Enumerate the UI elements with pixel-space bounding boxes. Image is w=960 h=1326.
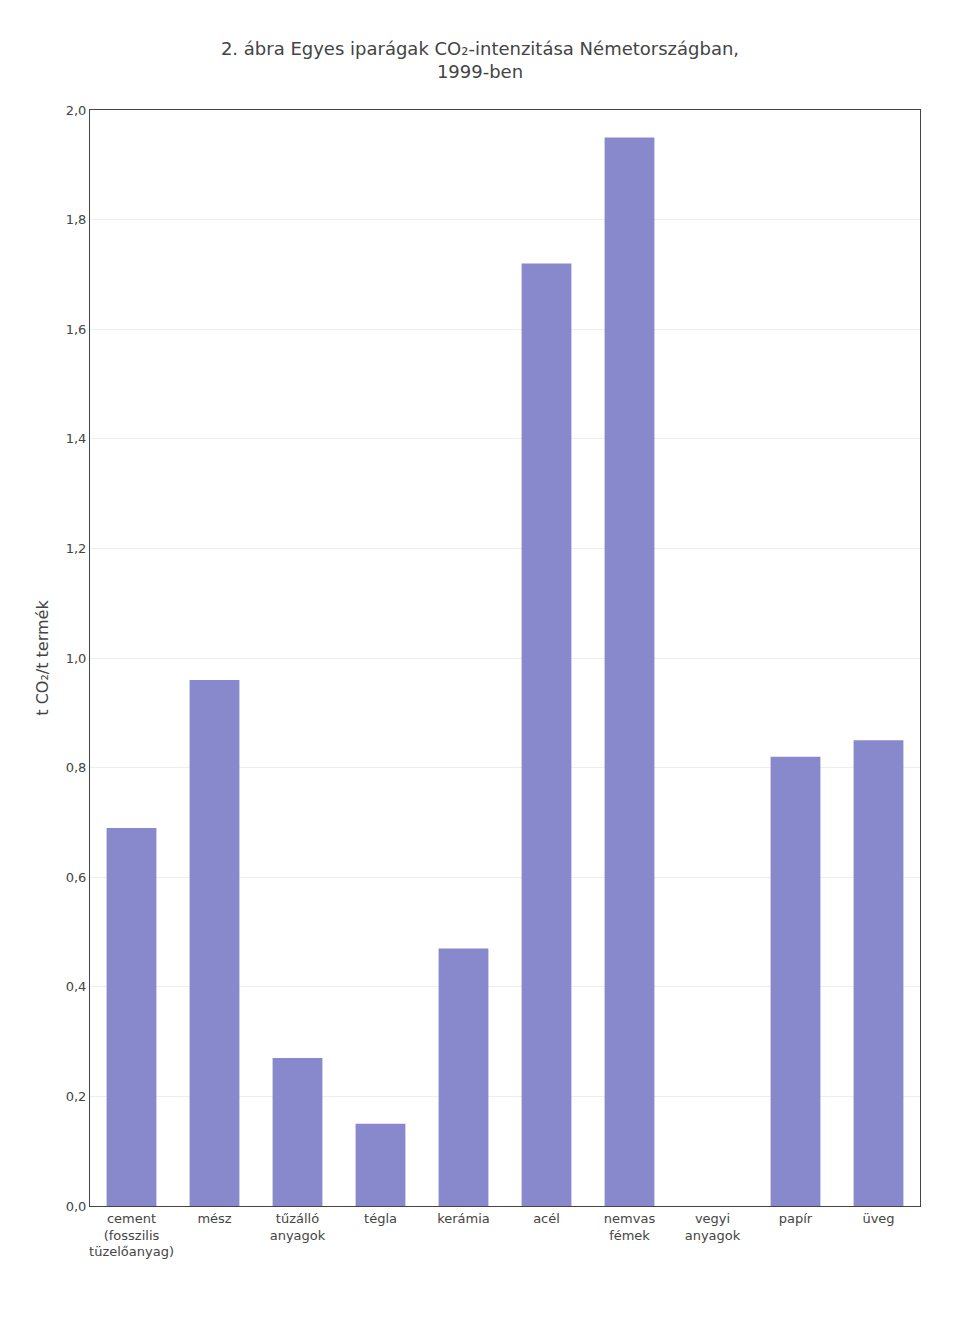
- svg-text:mész: mész: [197, 1211, 231, 1226]
- svg-text:tűzállóanyagok: tűzállóanyagok: [270, 1211, 326, 1243]
- svg-text:üveg: üveg: [862, 1211, 894, 1226]
- svg-text:0,4: 0,4: [66, 979, 87, 994]
- svg-text:0,0: 0,0: [66, 1199, 87, 1214]
- svg-text:cement(fosszilistüzelőanyag): cement(fosszilistüzelőanyag): [89, 1211, 174, 1260]
- svg-text:0,8: 0,8: [66, 760, 87, 775]
- svg-text:1,0: 1,0: [66, 651, 87, 666]
- svg-text:1,4: 1,4: [66, 431, 87, 446]
- svg-text:0,6: 0,6: [66, 870, 87, 885]
- svg-text:papír: papír: [779, 1211, 813, 1226]
- svg-text:t CO₂/t termék: t CO₂/t termék: [33, 600, 52, 716]
- svg-text:2. ábra Egyes iparágak CO₂-int: 2. ábra Egyes iparágak CO₂-intenzitása N…: [221, 38, 739, 82]
- svg-text:1,2: 1,2: [66, 541, 87, 556]
- svg-text:1,8: 1,8: [66, 212, 87, 227]
- svg-text:nemvasfémek: nemvasfémek: [604, 1211, 656, 1243]
- svg-text:0,2: 0,2: [66, 1089, 87, 1104]
- svg-text:2,0: 2,0: [66, 103, 87, 118]
- svg-text:1,6: 1,6: [66, 322, 87, 337]
- svg-text:vegyianyagok: vegyianyagok: [685, 1211, 741, 1243]
- svg-text:kerámia: kerámia: [437, 1211, 490, 1226]
- svg-text:acél: acél: [533, 1211, 560, 1226]
- svg-text:tégla: tégla: [364, 1211, 397, 1226]
